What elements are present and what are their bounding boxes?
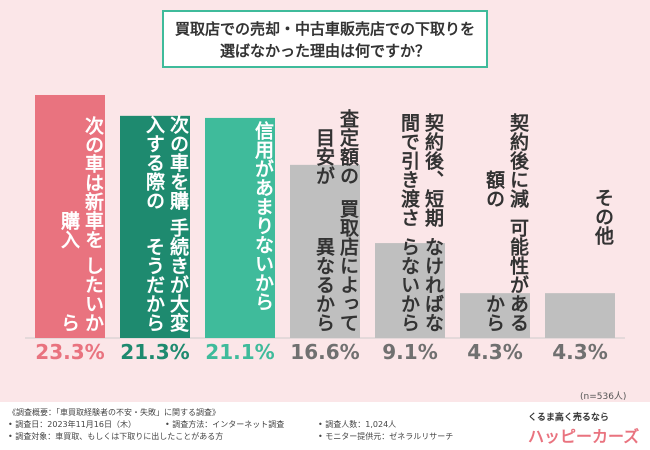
title-line: 買取店での売却・中古車販売店での下取りを (174, 20, 475, 38)
bar (545, 293, 615, 338)
category-label: 信用があまりないから (205, 100, 275, 332)
value-label: 21.3% (120, 340, 190, 364)
value-label: 21.1% (205, 340, 275, 364)
sample-note: (n=536人) (580, 392, 627, 402)
category-label-line: 信用があまりないから (252, 121, 274, 311)
title-line: 選ばなかった理由は何ですか？ (219, 42, 430, 60)
category-label-line: 可能性があるから (483, 218, 529, 332)
bar (375, 243, 445, 338)
category-label-line: 査定額の目安が (313, 109, 359, 186)
category-label-line: 契約後、短期間で引き渡さ (398, 112, 444, 227)
bar (290, 164, 360, 338)
logo-name: ハッピーカーズ (528, 427, 640, 446)
value-label: 9.1% (382, 340, 438, 364)
category-label: 次の車は新車を購入したいから (35, 100, 105, 332)
category-label-line: 次の車を購入する際の (143, 115, 189, 211)
category-label-line: その他 (592, 187, 614, 245)
category-label: 契約後、短期間で引き渡さなければならないから (375, 100, 445, 332)
category-label: 契約後に減額の可能性があるから (460, 100, 530, 332)
category-label-line: したいから (58, 256, 104, 332)
footer (0, 402, 650, 450)
bar (205, 117, 275, 338)
footer-item: • 調査対象：車買取、もしくは下取りに出したことがある方 (8, 432, 224, 441)
bar (120, 115, 190, 338)
footer-item: • 調査方法：インターネット調査 (165, 420, 285, 429)
title-box: 買取店での売却・中古車販売店での下取りを 選ばなかった理由は何ですか？ (162, 10, 488, 68)
value-label: 23.3% (35, 340, 105, 364)
footer-item: • モニター提供元：ゼネラルリサーチ (318, 432, 454, 441)
value-label: 16.6% (290, 340, 360, 364)
category-label: 次の車を購入する際の手続きが大変そうだから (120, 100, 190, 332)
bar (35, 94, 105, 338)
footer-heading: 《調査概要：「車買取経験者の不安・失敗」に関する調査》 (8, 408, 220, 417)
category-label-line: なければならないから (398, 237, 444, 332)
category-label-line: 手続きが大変そうだから (143, 218, 189, 332)
category-label: その他 (545, 100, 615, 332)
footer-item: • 調査人数：1,024人 (318, 420, 397, 429)
value-label: 4.3% (467, 340, 523, 364)
logo-tagline: くるま高く売るなら (528, 413, 609, 423)
category-label-line: 買取店によって異なるから (313, 199, 359, 332)
bar (460, 293, 530, 338)
category-label-line: 契約後に減額の (483, 113, 529, 209)
value-label: 4.3% (552, 340, 608, 364)
footer-item: • 調査日：2023年11月16日（木） (8, 420, 136, 429)
category-label-line: 次の車は新車を購入 (58, 116, 104, 250)
category-label: 査定額の目安が買取店によって異なるから (290, 100, 360, 332)
